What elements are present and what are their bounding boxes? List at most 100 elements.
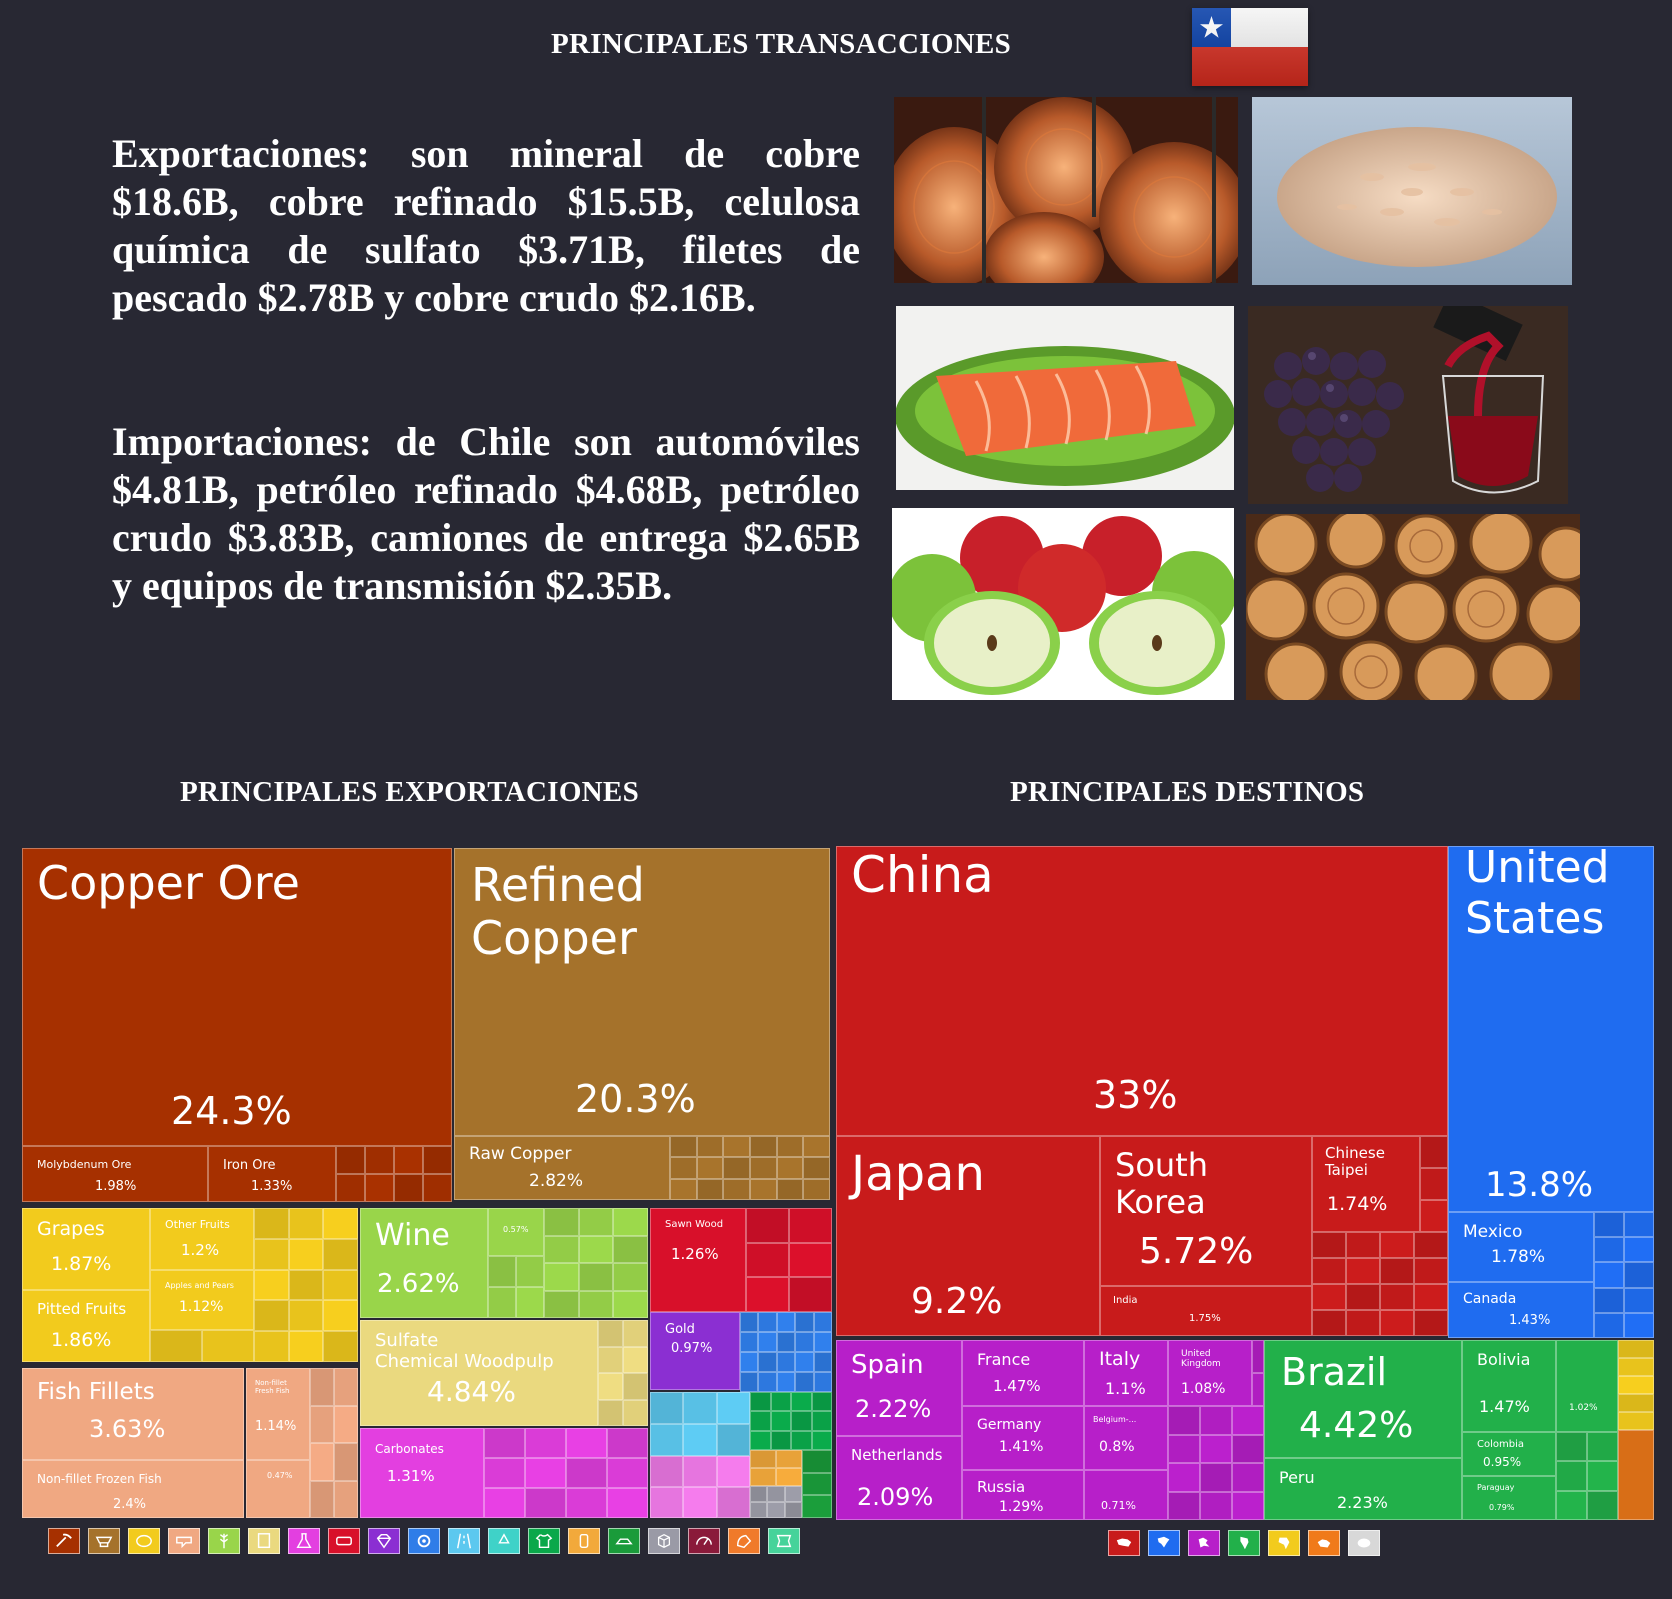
destination-tile-south-korea[interactable]: South Korea 5.72% bbox=[1100, 1136, 1312, 1286]
export-minor-tile[interactable] bbox=[813, 1372, 832, 1392]
export-minor-tile[interactable] bbox=[516, 1256, 544, 1287]
export-minor-tile[interactable] bbox=[683, 1456, 717, 1487]
export-minor-tile[interactable] bbox=[544, 1290, 579, 1318]
export-tile-wine[interactable]: Wine 2.62% bbox=[360, 1208, 488, 1318]
destination-minor-tile[interactable] bbox=[1232, 1406, 1264, 1435]
textiles-icon[interactable] bbox=[528, 1528, 560, 1554]
export-minor-tile[interactable] bbox=[791, 1392, 812, 1412]
export-minor-tile[interactable] bbox=[607, 1458, 648, 1488]
destination-minor-tile[interactable] bbox=[1252, 1340, 1264, 1373]
export-minor-tile[interactable] bbox=[254, 1331, 289, 1362]
wood-icon[interactable] bbox=[648, 1528, 680, 1554]
export-minor-tile[interactable] bbox=[598, 1320, 623, 1347]
export-minor-tile[interactable] bbox=[784, 1486, 802, 1502]
export-minor-tile[interactable] bbox=[334, 1405, 358, 1443]
export-tile-non-fillet-frozen-fish[interactable]: Non-fillet Frozen Fish 2.4% bbox=[22, 1460, 244, 1518]
export-minor-tile[interactable] bbox=[310, 1405, 334, 1443]
destination-minor-tile[interactable] bbox=[1618, 1412, 1654, 1430]
destination-minor-tile[interactable] bbox=[1594, 1237, 1624, 1263]
export-minor-tile[interactable] bbox=[811, 1392, 832, 1412]
export-minor-tile[interactable] bbox=[623, 1399, 648, 1426]
export-minor-tile[interactable] bbox=[803, 1157, 830, 1179]
export-minor-tile[interactable] bbox=[696, 1136, 724, 1158]
export-minor-tile[interactable] bbox=[525, 1488, 566, 1518]
export-minor-tile[interactable] bbox=[716, 1424, 750, 1456]
destination-minor-tile[interactable] bbox=[1380, 1232, 1414, 1258]
vegetable-icon[interactable] bbox=[208, 1528, 240, 1554]
export-minor-tile[interactable] bbox=[323, 1238, 358, 1270]
export-minor-tile[interactable] bbox=[336, 1146, 365, 1174]
destination-minor-tile[interactable] bbox=[1168, 1463, 1200, 1492]
machines-icon[interactable] bbox=[408, 1528, 440, 1554]
destination-minor-tile[interactable] bbox=[1200, 1434, 1232, 1463]
mining-icon[interactable] bbox=[48, 1528, 80, 1554]
oceania-icon[interactable] bbox=[1308, 1530, 1340, 1556]
destination-minor-tile[interactable] bbox=[1346, 1284, 1380, 1310]
export-minor-tile[interactable] bbox=[336, 1174, 365, 1202]
destination-minor-tile[interactable] bbox=[1200, 1491, 1232, 1520]
chemicals-icon[interactable] bbox=[288, 1528, 320, 1554]
europe-icon[interactable] bbox=[1188, 1530, 1220, 1556]
export-minor-tile[interactable] bbox=[750, 1136, 777, 1158]
destination-minor-tile[interactable] bbox=[1420, 1168, 1448, 1200]
destination-minor-tile[interactable] bbox=[1556, 1461, 1587, 1491]
export-minor-tile[interactable] bbox=[758, 1332, 777, 1352]
export-minor-tile[interactable] bbox=[750, 1411, 771, 1431]
export-minor-tile[interactable] bbox=[750, 1450, 776, 1468]
export-minor-tile[interactable] bbox=[776, 1450, 802, 1468]
destination-minor-tile[interactable] bbox=[1587, 1461, 1618, 1491]
metals-icon[interactable] bbox=[88, 1528, 120, 1554]
export-minor-tile[interactable] bbox=[323, 1208, 358, 1239]
export-minor-tile[interactable] bbox=[740, 1332, 759, 1352]
destination-minor-tile[interactable] bbox=[1624, 1212, 1654, 1238]
export-minor-tile[interactable] bbox=[544, 1208, 579, 1236]
export-minor-tile[interactable] bbox=[758, 1352, 777, 1372]
destination-minor-tile[interactable] bbox=[1420, 1200, 1448, 1232]
destination-tile-canada[interactable]: Canada 1.43% bbox=[1448, 1282, 1594, 1338]
destination-tile-france[interactable]: France 1.47% bbox=[962, 1340, 1084, 1406]
destination-minor-tile[interactable] bbox=[1587, 1490, 1618, 1520]
export-tile-non-fillet-fresh-fish[interactable]: Non-fillet Fresh Fish 1.14% bbox=[246, 1368, 310, 1460]
destination-tile-mexico[interactable]: Mexico 1.78% bbox=[1448, 1212, 1594, 1282]
export-minor-tile[interactable] bbox=[813, 1332, 832, 1352]
export-minor-tile[interactable] bbox=[776, 1352, 796, 1372]
export-minor-tile[interactable] bbox=[323, 1300, 358, 1332]
destination-minor-tile[interactable] bbox=[1168, 1434, 1200, 1463]
export-minor-tile[interactable] bbox=[803, 1178, 830, 1200]
destination-minor-tile[interactable] bbox=[1380, 1258, 1414, 1284]
export-minor-tile[interactable] bbox=[723, 1178, 750, 1200]
destination-minor-tile[interactable] bbox=[1200, 1406, 1232, 1435]
export-minor-tile[interactable] bbox=[288, 1238, 324, 1270]
export-tile-sawn-wood[interactable]: Sawn Wood 1.26% bbox=[650, 1208, 746, 1312]
export-minor-tile[interactable] bbox=[776, 1468, 802, 1486]
destination-minor-tile[interactable] bbox=[1380, 1284, 1414, 1310]
export-minor-tile[interactable] bbox=[650, 1456, 684, 1487]
export-minor-tile[interactable] bbox=[650, 1424, 684, 1456]
export-minor-tile[interactable] bbox=[683, 1424, 717, 1456]
weapons-icon[interactable] bbox=[728, 1528, 760, 1554]
destination-minor-tile[interactable] bbox=[1232, 1491, 1264, 1520]
export-minor-tile[interactable] bbox=[310, 1443, 334, 1481]
south-america-icon[interactable] bbox=[1228, 1530, 1260, 1556]
export-minor-tile[interactable] bbox=[791, 1411, 812, 1431]
export-minor-tile[interactable] bbox=[607, 1428, 648, 1458]
export-tile-item-10[interactable]: 0.57% bbox=[488, 1208, 544, 1256]
destination-minor-tile[interactable] bbox=[1312, 1284, 1346, 1310]
export-minor-tile[interactable] bbox=[607, 1488, 648, 1518]
export-minor-tile[interactable] bbox=[776, 1157, 804, 1179]
export-minor-tile[interactable] bbox=[767, 1486, 785, 1502]
export-minor-tile[interactable] bbox=[802, 1450, 832, 1473]
export-minor-tile[interactable] bbox=[365, 1174, 394, 1202]
destination-tile-united-kingdom[interactable]: United Kingdom 1.08% bbox=[1168, 1340, 1252, 1406]
export-minor-tile[interactable] bbox=[750, 1178, 777, 1200]
export-minor-tile[interactable] bbox=[795, 1372, 814, 1392]
export-minor-tile[interactable] bbox=[696, 1178, 724, 1200]
export-minor-tile[interactable] bbox=[723, 1136, 750, 1158]
instruments-icon[interactable] bbox=[688, 1528, 720, 1554]
export-minor-tile[interactable] bbox=[365, 1146, 394, 1174]
misc-icon[interactable] bbox=[768, 1528, 800, 1554]
destination-minor-tile[interactable] bbox=[1346, 1232, 1380, 1258]
destination-tile-united-states[interactable]: United States 13.8% bbox=[1448, 846, 1654, 1212]
plastics-icon[interactable] bbox=[328, 1528, 360, 1554]
export-minor-tile[interactable] bbox=[623, 1346, 648, 1373]
